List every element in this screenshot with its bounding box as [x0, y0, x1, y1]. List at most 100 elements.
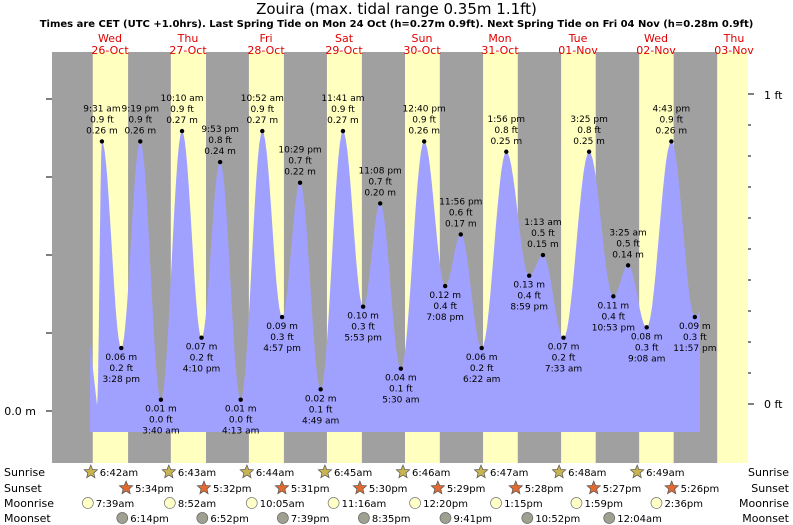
tide-time-label: 11:08 pm [359, 166, 402, 176]
moonrise-icon [327, 497, 340, 509]
moonrise-icon [490, 497, 502, 509]
row-label-left: Moonset [4, 512, 51, 525]
tide-ft-label: 0.9 ft [128, 115, 152, 125]
day-of-week-label: Wed [98, 32, 122, 45]
moonset-time: 12:04am [617, 514, 662, 525]
tide-m-label: 0.11 m [598, 301, 630, 311]
low-tide-point [611, 294, 616, 299]
sunrise-icon [473, 464, 489, 479]
moonrise-icon [82, 497, 94, 509]
sunset-time: 5:29pm [447, 484, 486, 495]
row-label-left: Sunset [4, 482, 42, 495]
moonrise-time: 8:52am [178, 499, 216, 510]
tide-m-label: 0.10 m [347, 312, 379, 322]
sunrise-time: 6:49am [646, 468, 684, 479]
high-tide-point [377, 201, 383, 206]
tide-time-label: 10:52 am [241, 94, 284, 104]
tide-m-label: 0.06 m [466, 353, 498, 363]
tide-m-label: 0.02 m [305, 394, 337, 404]
tide-ft-label: 0.4 ft [602, 312, 626, 322]
tide-ft-label: 0.9 ft [170, 105, 194, 115]
moonset-icon [439, 512, 452, 524]
high-tide-point [179, 128, 185, 134]
tide-ft-label: 0.7 ft [288, 157, 312, 167]
low-tide-point [318, 387, 323, 392]
tide-m-label: 0.27 m [166, 116, 198, 126]
date-label: 26-Oct [91, 44, 129, 57]
tide-m-label: 0.09 m [679, 322, 711, 332]
tide-time-label: 5:53 pm [344, 334, 382, 344]
tide-ft-label: 0.5 ft [616, 239, 640, 249]
moonset-time: 6:14pm [130, 514, 169, 525]
low-tide-point [692, 314, 698, 320]
tide-marks: 9:31 am0.9 ft0.26 m0.06 m0.2 ft3:28 pm9:… [83, 94, 716, 437]
date-label: 29-Oct [325, 44, 363, 57]
tide-time-label: 11:56 pm [439, 197, 482, 207]
chart-subtitle: Times are CET (UTC +1.0hrs). Last Spring… [39, 19, 754, 30]
high-tide-point [421, 139, 427, 144]
tide-time-label: 4:13 am [222, 427, 259, 437]
moonrise-icon [650, 497, 663, 509]
tide-m-label: 0.12 m [429, 291, 461, 301]
sunrise-icon [161, 464, 177, 479]
date-label: 30-Oct [403, 44, 441, 57]
moonrise-icon [245, 497, 258, 509]
row-label-left: Moonrise [4, 497, 54, 510]
y-tick-label-right: 0 ft [764, 398, 783, 411]
tide-time-label: 9:08 am [628, 354, 665, 364]
tide-m-label: 0.07 m [548, 343, 580, 353]
moonset-time: 6:52pm [210, 514, 249, 525]
y-tick-label-right: 1 ft [764, 89, 783, 102]
sunrise-icon [239, 464, 255, 479]
tide-time-label: 11:41 am [321, 94, 364, 104]
moonrise-time: 2:36pm [664, 499, 703, 510]
tide-m-label: 0.08 m [631, 332, 663, 342]
sunset-time: 5:28pm [525, 484, 564, 495]
tide-time-label: 7:08 pm [426, 313, 464, 323]
tide-time-label: 7:33 am [545, 365, 582, 375]
day-of-week-label: Mon [488, 32, 511, 45]
sunrise-icon [395, 464, 411, 479]
tide-ft-label: 0.8 ft [577, 126, 601, 136]
low-tide-point [561, 335, 566, 340]
tide-m-label: 0.26 m [86, 126, 118, 136]
sunset-time: 5:27pm [603, 484, 642, 495]
tide-time-label: 4:43 pm [653, 104, 691, 114]
tide-m-label: 0.25 m [573, 137, 605, 147]
tide-time-label: 1:13 am [524, 218, 561, 228]
low-tide-point [199, 335, 204, 340]
moonrise-icon [409, 497, 421, 509]
tide-ft-label: 0.3 ft [270, 333, 294, 343]
tide-time-label: 12:40 pm [403, 104, 446, 114]
sunrise-icon [551, 464, 567, 479]
tide-m-label: 0.27 m [327, 116, 359, 126]
high-tide-point [217, 159, 223, 165]
tide-time-label: 3:28 pm [102, 375, 140, 385]
y-tick-label-left: 0.0 m [4, 405, 36, 418]
tide-m-label: 0.17 m [445, 219, 477, 229]
moonset-icon [521, 512, 534, 524]
tide-time-label: 6:22 am [463, 375, 500, 385]
sunrise-icon [317, 464, 333, 479]
high-tide-point [458, 232, 463, 237]
tide-ft-label: 0.2 ft [552, 354, 576, 364]
day-of-week-label: Wed [644, 32, 668, 45]
high-tide-point [297, 180, 303, 185]
tide-time-label: 10:10 am [160, 94, 203, 104]
tide-ft-label: 0.4 ft [433, 302, 457, 312]
tide-ft-label: 0.9 ft [331, 105, 355, 115]
high-tide-point [540, 252, 546, 258]
tide-m-label: 0.06 m [105, 353, 137, 363]
tide-m-label: 0.26 m [124, 126, 156, 136]
tide-m-label: 0.01 m [145, 405, 177, 415]
axes: 0.0 m 1 ft 0 ft [4, 89, 783, 418]
row-label-right: Moonset [742, 512, 789, 525]
sunset-time: 5:30pm [369, 484, 408, 495]
low-tide-point [279, 314, 285, 320]
tide-m-label: 0.26 m [655, 126, 687, 136]
sunset-time: 5:32pm [213, 484, 252, 495]
tide-ft-label: 0.9 ft [90, 115, 114, 125]
date-label: 01-Nov [558, 44, 598, 57]
sunrise-time: 6:45am [334, 468, 372, 479]
sunrise-time: 6:44am [256, 468, 294, 479]
